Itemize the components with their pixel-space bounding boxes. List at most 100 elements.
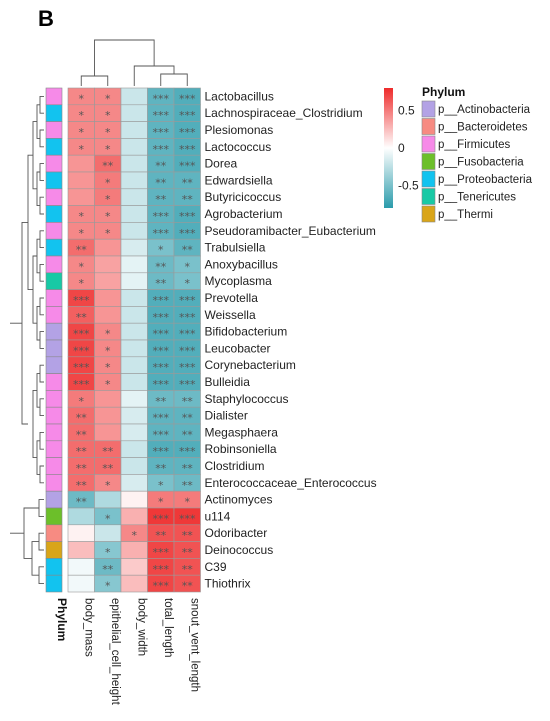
significance-label: * xyxy=(105,210,111,223)
significance-label: ** xyxy=(182,529,194,542)
significance-label: *** xyxy=(153,412,170,425)
significance-label: *** xyxy=(153,378,170,391)
significance-label: *** xyxy=(73,378,90,391)
phylum-legend-label: p__Tenericutes xyxy=(438,192,516,204)
significance-label: *** xyxy=(153,126,170,139)
phylum-legend-swatch xyxy=(421,205,436,223)
row-label: u114 xyxy=(205,509,231,523)
phylum-legend-label: p__Fusobacteria xyxy=(438,157,524,169)
significance-label: ** xyxy=(102,160,114,173)
phylum-cell xyxy=(45,423,63,442)
significance-label: * xyxy=(105,126,111,139)
significance-label: ** xyxy=(102,563,114,576)
row-label: Anoxybacillus xyxy=(205,257,278,271)
significance-label: * xyxy=(185,260,191,273)
column-labels: body_mass epithelial_cell_height body_widt… xyxy=(82,598,200,706)
phylum-legend-swatch xyxy=(421,100,436,118)
column-dendrogram xyxy=(80,39,188,86)
significance-label: * xyxy=(185,277,191,290)
significance-label: * xyxy=(105,227,111,240)
phylum-legend-swatch xyxy=(421,118,436,135)
phylum-legend-title: Phylum xyxy=(422,85,465,99)
heatmap-cell xyxy=(120,121,148,139)
heatmap-cell xyxy=(94,524,122,542)
dendrogram-branch xyxy=(39,95,44,114)
phylum-cell xyxy=(45,121,63,139)
significance-label: ** xyxy=(76,462,88,475)
heatmap-cell xyxy=(120,154,148,173)
heatmap-cell xyxy=(120,238,148,257)
dendrogram-branch xyxy=(94,39,155,76)
heatmap-cell xyxy=(120,406,148,425)
phylum-cell xyxy=(45,390,63,408)
heatmap-cell xyxy=(120,507,148,526)
colorbar-tick-label: 0.5 xyxy=(398,104,415,118)
row-dendrogram xyxy=(10,95,44,585)
dendrogram-branch xyxy=(80,75,109,86)
significance-label: *** xyxy=(153,428,170,441)
significance-label: *** xyxy=(179,344,196,357)
significance-label: * xyxy=(79,260,85,273)
significance-label: ** xyxy=(182,563,194,576)
dendrogram-branch xyxy=(39,263,44,282)
heatmap-cell xyxy=(94,238,122,257)
significance-label: * xyxy=(79,395,85,408)
significance-label: ** xyxy=(182,193,194,206)
heatmap-cell xyxy=(94,272,122,290)
heatmap-cell xyxy=(120,255,148,274)
row-label: Megasphaera xyxy=(205,425,279,439)
phylum-legend-label: p__Proteobacteria xyxy=(438,174,533,186)
phylum-legend-label: p__Bacteroidetes xyxy=(438,122,528,134)
phylum-cell xyxy=(45,87,63,106)
significance-label: *** xyxy=(153,361,170,374)
phylum-cell xyxy=(45,306,63,324)
row-label: Lactobacillus xyxy=(205,89,274,103)
significance-label: *** xyxy=(179,160,196,173)
significance-label: * xyxy=(158,479,164,492)
phylum-cell xyxy=(45,356,63,374)
significance-label: * xyxy=(79,126,85,139)
column-label: body_mass xyxy=(82,598,94,657)
phylum-cell xyxy=(45,188,63,206)
heatmap-cell xyxy=(120,171,148,190)
phylum-legend-label: p__Firmicutes xyxy=(438,139,510,151)
significance-label: * xyxy=(105,361,111,374)
panel-letter: B xyxy=(38,6,54,31)
significance-label: *** xyxy=(153,109,170,122)
heatmap-cell xyxy=(120,322,148,341)
heatmap-cells: * * *** **** * *** **** * *** **** * *** ***** ** ****… xyxy=(67,87,201,593)
heatmap-cell xyxy=(67,154,95,173)
significance-label: *** xyxy=(179,227,196,240)
significance-label: * xyxy=(79,227,85,240)
dendrogram-branch xyxy=(39,163,44,181)
colorbar-bar xyxy=(384,88,393,208)
heatmap-cell xyxy=(120,390,148,408)
significance-label: *** xyxy=(153,294,170,307)
row-label: Lactococcus xyxy=(205,140,272,154)
heatmap-cell xyxy=(120,104,148,122)
heatmap-cell xyxy=(120,558,148,576)
phylum-cell xyxy=(45,322,63,341)
heatmap-cell xyxy=(173,574,201,593)
dendrogram-branch xyxy=(39,230,44,249)
significance-label: ** xyxy=(182,428,194,441)
significance-label: * xyxy=(79,210,85,223)
significance-label: * xyxy=(105,479,111,492)
heatmap-cell xyxy=(94,406,122,425)
dendrogram-branch xyxy=(39,331,44,349)
column-label: epithelial_cell_height xyxy=(109,598,121,706)
phylum-cell xyxy=(45,558,63,576)
dendrogram-branch xyxy=(32,255,37,324)
significance-label: * xyxy=(105,176,111,189)
significance-label: ** xyxy=(102,462,114,475)
significance-label: * xyxy=(105,580,111,593)
significance-label: *** xyxy=(153,210,170,223)
dendrogram-branch xyxy=(39,465,44,484)
dendrogram-branch xyxy=(39,431,44,450)
heatmap-cell xyxy=(120,490,148,509)
row-label: Staphylococcus xyxy=(205,392,289,406)
significance-label: ** xyxy=(155,395,167,408)
row-label: Enterococcaceae_Enterococcus xyxy=(205,476,377,490)
phylum-cell xyxy=(45,339,63,358)
